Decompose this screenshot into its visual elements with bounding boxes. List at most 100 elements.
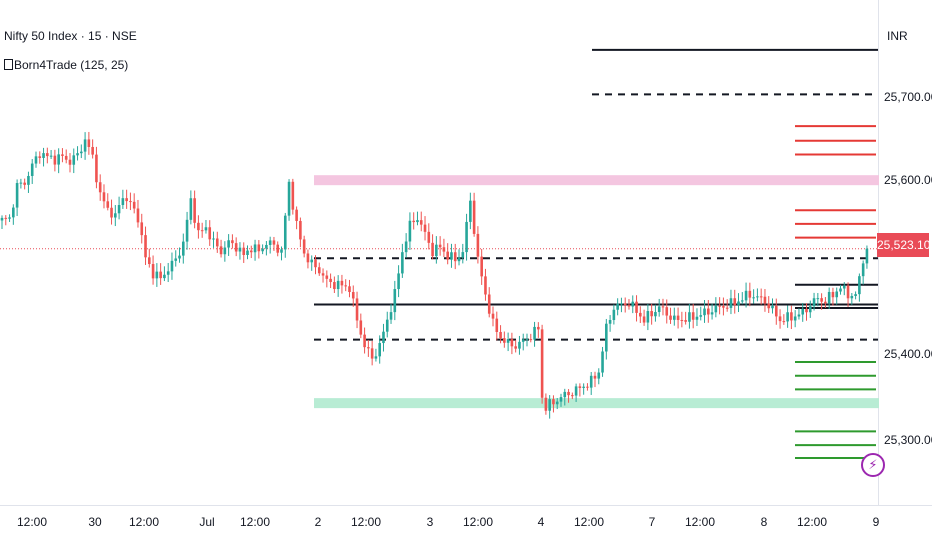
candle-down <box>317 267 321 274</box>
candle-up <box>835 291 839 298</box>
candle-down <box>23 182 26 185</box>
candle-down <box>514 346 517 349</box>
candle-up <box>261 248 264 252</box>
lightning-icon[interactable]: ⚡︎ <box>861 453 885 477</box>
indicator-visibility-icon[interactable] <box>4 59 13 70</box>
candle-down <box>64 155 68 160</box>
candle-down <box>495 318 499 332</box>
candle-down <box>472 200 476 234</box>
candle-down <box>148 257 151 265</box>
candle-down <box>302 239 306 254</box>
candle-up <box>457 257 461 262</box>
candle-up <box>737 301 740 306</box>
candle-up <box>827 291 831 304</box>
candle-down <box>340 280 344 286</box>
candle-up <box>174 258 178 261</box>
candle-down <box>774 305 778 317</box>
candle-down <box>46 153 49 157</box>
candle-down <box>718 305 721 307</box>
indicator-legend[interactable]: Born4Trade (125, 25) <box>4 58 128 72</box>
candle-up <box>740 300 744 302</box>
candle-up <box>616 303 619 310</box>
candle-up <box>19 182 23 184</box>
candle-up <box>42 153 45 158</box>
symbol-title[interactable]: Nifty 50 Index · 15 · NSE <box>4 29 137 43</box>
candle-up <box>710 312 714 315</box>
candle-up <box>397 273 400 290</box>
candle-up <box>283 215 287 250</box>
candle-down <box>567 391 570 396</box>
candle-up <box>401 252 404 274</box>
candle-down <box>805 308 808 313</box>
candle-up <box>30 163 34 176</box>
candle-up <box>268 240 272 245</box>
candle-down <box>763 296 767 304</box>
time-axis-label: 12:00 <box>573 515 605 529</box>
candle-up <box>382 331 385 344</box>
candle-down <box>351 292 355 299</box>
candle-up <box>189 198 193 220</box>
candle-up <box>858 276 861 295</box>
candle-down <box>578 386 582 388</box>
candle-up <box>518 341 521 349</box>
time-axis-label: Jul <box>199 515 215 529</box>
candle-down <box>110 207 113 218</box>
candle-up <box>548 399 551 411</box>
currency-label[interactable]: INR <box>887 29 908 43</box>
candle-down <box>276 244 280 253</box>
candle-down <box>627 305 631 307</box>
candle-up <box>12 207 15 218</box>
candle-up <box>181 241 185 256</box>
candle-up <box>117 205 121 214</box>
candle-down <box>846 285 850 299</box>
time-axis-label: 4 <box>537 515 545 529</box>
current-price-tag: 25,523.10 <box>877 233 930 257</box>
candle-down <box>480 256 483 277</box>
time-axis-label: 12:00 <box>239 515 271 529</box>
candle-up <box>582 386 585 388</box>
candle-down <box>200 230 204 232</box>
candle-down <box>329 278 332 283</box>
candle-up <box>612 309 616 321</box>
candle-down <box>540 329 544 398</box>
candle-up <box>688 312 691 322</box>
candle-up <box>861 263 865 277</box>
candle-up <box>842 285 846 289</box>
candle-down <box>423 224 427 232</box>
candle-up <box>80 151 83 154</box>
candle-up <box>49 155 53 157</box>
candle-down <box>4 217 8 219</box>
candle-up <box>57 154 60 165</box>
candle-up <box>469 200 472 222</box>
candle-up <box>525 339 529 341</box>
candle-down <box>571 395 574 397</box>
candle-up <box>744 290 748 301</box>
candle-down <box>419 220 423 225</box>
candle-down <box>291 181 295 210</box>
candle-up <box>166 271 170 275</box>
candle-down <box>529 339 533 341</box>
candle-up <box>34 156 38 164</box>
candle-down <box>820 298 823 302</box>
candle-down <box>778 316 782 322</box>
candle-down <box>676 315 680 320</box>
candle-up <box>280 249 283 253</box>
candle-down <box>242 247 246 255</box>
candle-up <box>204 227 208 231</box>
candle-up <box>555 401 559 405</box>
candle-down <box>215 238 219 247</box>
candle-down <box>680 319 684 321</box>
candle-up <box>416 220 419 223</box>
candle-up <box>756 296 759 298</box>
candle-up <box>865 248 869 264</box>
candle-up <box>227 240 230 248</box>
candle-down <box>367 347 370 349</box>
candle-up <box>797 314 801 317</box>
candle-down <box>314 259 317 268</box>
time-axis-label: 12:00 <box>684 515 716 529</box>
candle-up <box>450 252 453 260</box>
candle-up <box>839 288 842 292</box>
candle-down <box>151 264 155 279</box>
time-axis-label: 12:00 <box>796 515 828 529</box>
